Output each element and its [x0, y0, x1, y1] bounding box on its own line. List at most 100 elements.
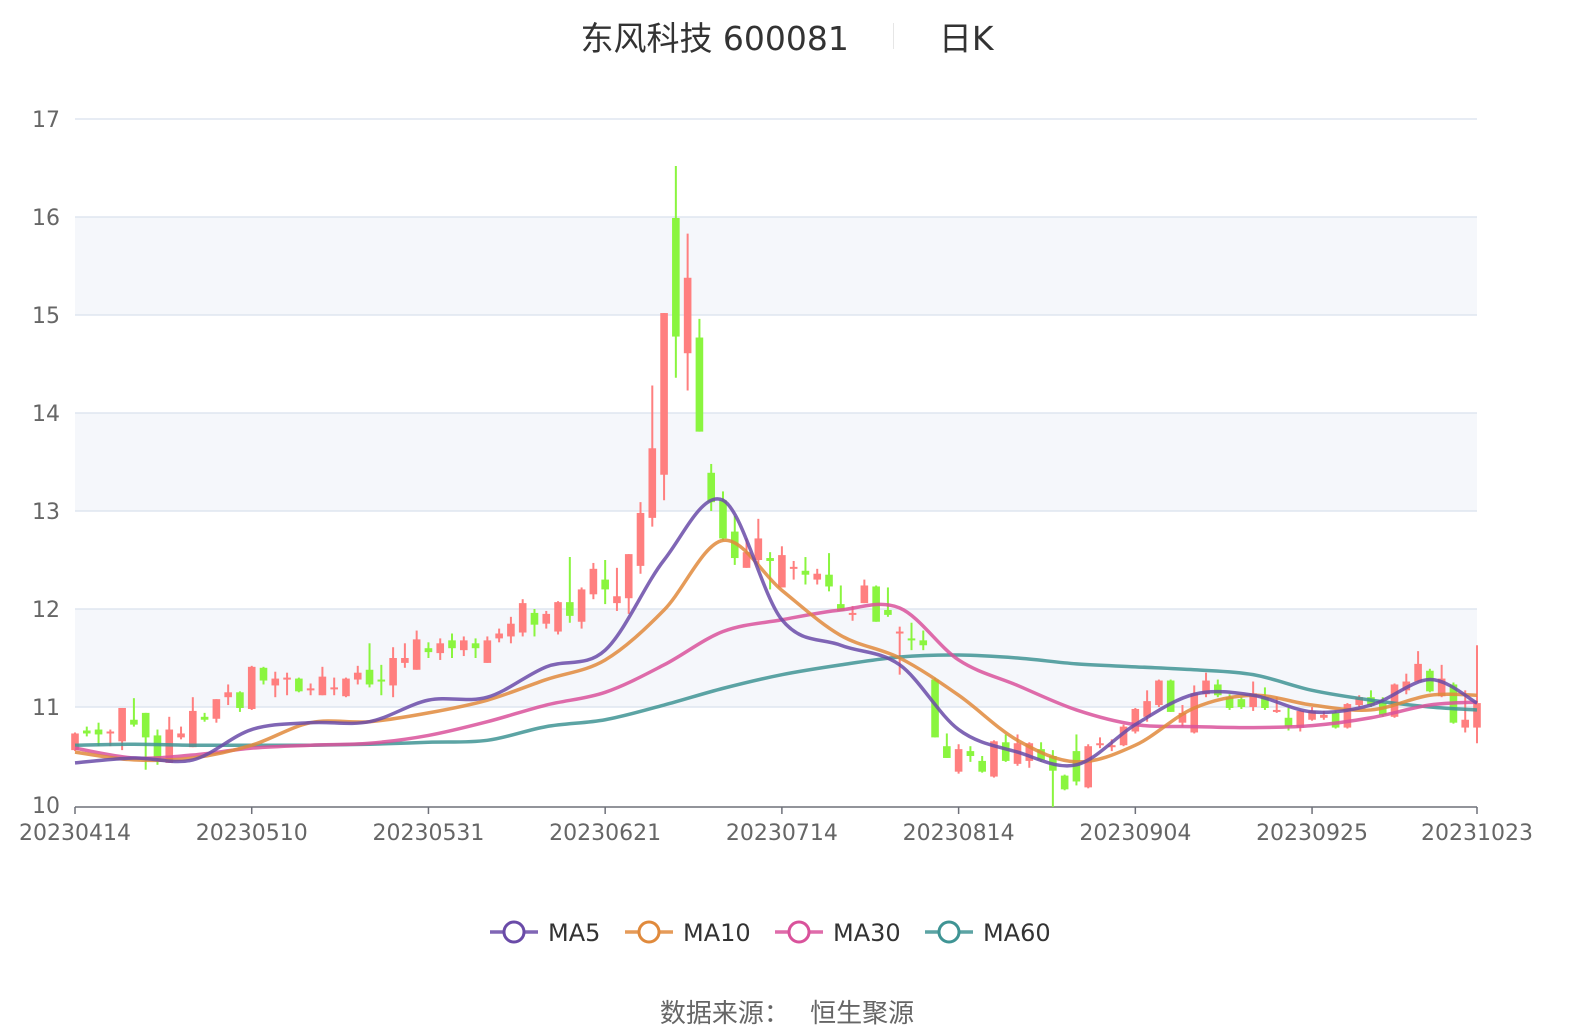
candle-body [1107, 745, 1116, 748]
data-source: 数据来源： 恒生聚源 [0, 993, 1574, 1030]
legend-item-ma30[interactable]: MA30 [775, 919, 901, 947]
candle-body [1037, 749, 1045, 760]
candle-body [1166, 680, 1175, 712]
candle-body [1249, 693, 1257, 707]
candle-down [1331, 710, 1340, 729]
candle-up [589, 562, 598, 600]
source-label: 数据来源： [659, 999, 790, 1029]
ma-line-ma5 [74, 497, 1478, 768]
candle-body [695, 337, 704, 432]
candle-up [1461, 690, 1470, 733]
x-tick-label: 20230925 [1256, 821, 1368, 846]
candle-down [377, 664, 386, 696]
candle-down [82, 726, 91, 737]
candle-body [318, 676, 327, 696]
candle-body [1225, 697, 1234, 708]
candle-body [1155, 680, 1163, 706]
candle-up [554, 601, 562, 635]
candle-up [954, 744, 963, 774]
candle-up [542, 610, 551, 629]
candle-body [683, 277, 692, 354]
candle-body [1202, 680, 1210, 695]
candle-down [766, 552, 774, 590]
candle-up [483, 636, 492, 663]
candle-up [412, 630, 421, 670]
candle-body [542, 613, 551, 624]
candle-body [801, 570, 810, 575]
candle-up [459, 636, 468, 657]
candle-body [212, 699, 221, 719]
legend-item-ma60[interactable]: MA60 [925, 919, 1051, 947]
candle-body [153, 735, 162, 760]
legend-circle-icon [637, 920, 661, 944]
candle-up [306, 683, 315, 696]
candle-down [931, 677, 939, 738]
legend-item-ma5[interactable]: MA5 [490, 919, 600, 947]
candle-down [825, 553, 833, 592]
candle-down [672, 166, 680, 378]
candle-body [1060, 775, 1069, 790]
candle-up [1308, 707, 1316, 721]
candle-up [401, 643, 409, 668]
candle-body [1284, 717, 1293, 727]
title-separator [893, 23, 895, 49]
candle-body [660, 313, 668, 475]
candle-body [306, 688, 315, 691]
source-provider: 恒生聚源 [810, 999, 915, 1029]
candle-up [518, 599, 527, 637]
candle-body [766, 558, 774, 561]
candle-down [707, 463, 716, 511]
candle-down [424, 642, 433, 658]
candle-body [836, 604, 845, 611]
candle-body [1261, 697, 1269, 708]
candle-down [566, 557, 574, 623]
candle-down [907, 622, 916, 651]
candle-down [1072, 734, 1081, 786]
legend-label: MA30 [833, 919, 901, 947]
candle-body [118, 707, 126, 742]
candle-body [106, 731, 115, 734]
candle-body [459, 640, 468, 651]
candle-body [566, 602, 574, 616]
candle-up [813, 568, 822, 585]
candle-body [471, 643, 480, 649]
x-tick-label: 20230510 [196, 821, 308, 846]
candle-body [895, 631, 904, 634]
candle-body [1237, 699, 1246, 707]
candle-up [1272, 697, 1281, 713]
y-axis: 10 11 12 13 14 15 16 17 [32, 108, 60, 819]
candle-body [1096, 743, 1104, 746]
candle-body [1131, 708, 1140, 732]
candle-body [1331, 712, 1340, 728]
candle-body [742, 552, 751, 568]
legend-circle-icon [502, 920, 526, 944]
candle-body [954, 749, 963, 772]
candle-down [966, 746, 975, 762]
candle-body [495, 633, 503, 639]
candle-body [1084, 746, 1093, 788]
stock-title: 东风科技 600081 [580, 19, 849, 58]
candle-body [613, 596, 621, 604]
grid-band [75, 609, 1477, 707]
candle-up [495, 628, 503, 643]
chart-title: 东风科技 600081 日K [0, 12, 1574, 60]
candle-body [1320, 714, 1328, 718]
candle-body [247, 666, 256, 709]
candle-body [224, 692, 232, 698]
candle-body [1461, 719, 1470, 728]
legend-item-ma10[interactable]: MA10 [625, 919, 751, 947]
candle-body [401, 658, 409, 663]
candle-down [919, 630, 928, 651]
candle-body [518, 603, 527, 633]
candle-down [236, 691, 244, 712]
candle-up [389, 647, 397, 698]
y-tick-label: 14 [32, 402, 60, 427]
candle-down [943, 733, 951, 758]
candle-body [236, 692, 244, 708]
candle-body [71, 733, 79, 751]
candle-body [589, 568, 598, 595]
candle-body [1272, 709, 1281, 712]
y-tick-label: 13 [32, 500, 60, 525]
candle-up [353, 665, 362, 685]
